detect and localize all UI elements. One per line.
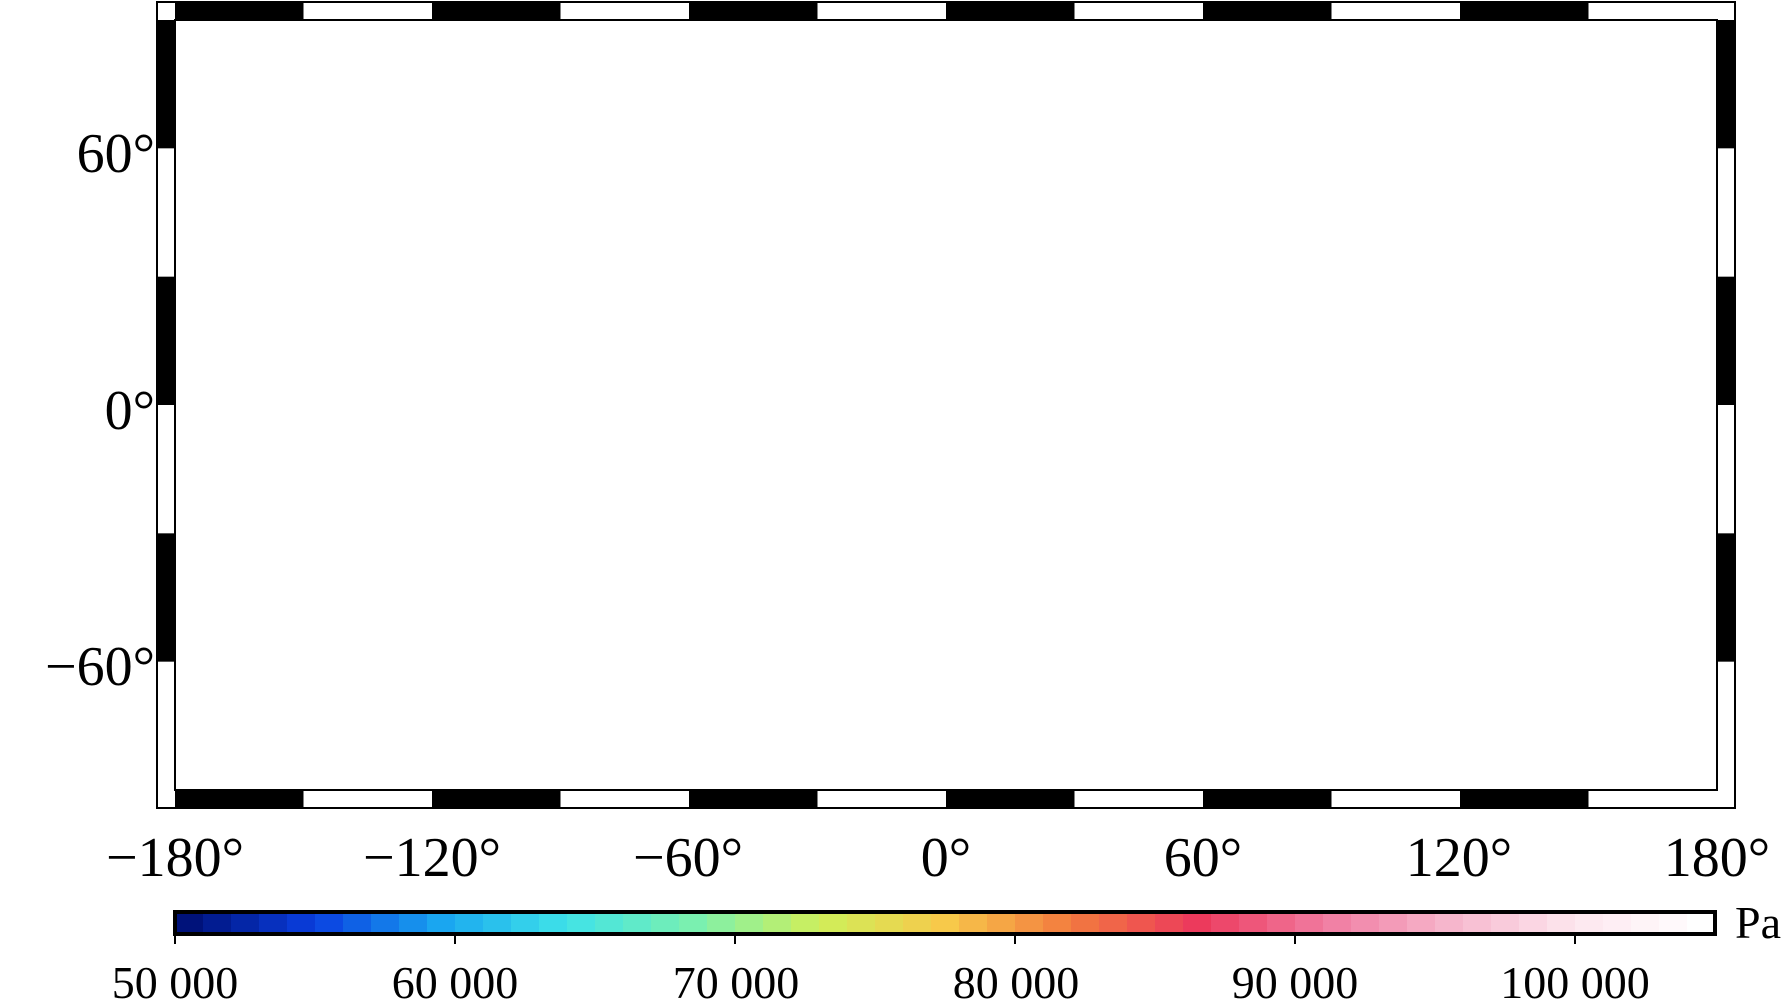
frame-segment xyxy=(1203,790,1332,808)
x-tick-label: 60° xyxy=(1163,827,1243,889)
colorbar-tick-label: 70 000 xyxy=(672,957,800,1008)
frame-segment xyxy=(946,2,1075,20)
colorbar-swatch xyxy=(175,912,204,934)
colorbar-swatch xyxy=(1463,912,1492,934)
colorbar-outline xyxy=(173,910,1717,936)
colorbar-swatch xyxy=(371,912,400,934)
colorbar-swatch xyxy=(1183,912,1212,934)
frame-segment xyxy=(175,790,304,808)
frame-segment xyxy=(1717,533,1735,662)
colorbar-swatch xyxy=(1043,912,1072,934)
x-tick-label: −60° xyxy=(633,827,743,889)
colorbar-swatch xyxy=(623,912,652,934)
colorbar-swatch xyxy=(1603,912,1632,934)
colorbar-swatch xyxy=(931,912,960,934)
y-tick-label: 0° xyxy=(104,380,155,442)
y-tick-label: −60° xyxy=(45,636,155,698)
x-tick-label: 120° xyxy=(1405,827,1513,889)
colorbar-swatch xyxy=(847,912,876,934)
colorbar-swatch xyxy=(1379,912,1408,934)
colorbar-swatch xyxy=(343,912,372,934)
frame-segment xyxy=(946,790,1075,808)
colorbar-swatch xyxy=(875,912,904,934)
colorbar-swatch xyxy=(903,912,932,934)
frame-segment xyxy=(689,790,818,808)
colorbar-swatch xyxy=(511,912,540,934)
colorbar-swatch xyxy=(427,912,456,934)
colorbar xyxy=(173,910,1717,944)
colorbar-swatch xyxy=(203,912,232,934)
colorbar-swatch xyxy=(819,912,848,934)
colorbar-swatch xyxy=(1099,912,1128,934)
colorbar-swatch xyxy=(1267,912,1296,934)
colorbar-tick-label: 100 000 xyxy=(1500,957,1650,1008)
colorbar-swatch xyxy=(1407,912,1436,934)
colorbar-swatch xyxy=(959,912,988,934)
frame-segment xyxy=(432,790,561,808)
colorbar-swatch xyxy=(1211,912,1240,934)
frame-outer xyxy=(156,1,1736,809)
colorbar-swatch xyxy=(1239,912,1268,934)
x-tick-label: 180° xyxy=(1663,827,1771,889)
frame-segment xyxy=(689,2,818,20)
frame-segment xyxy=(1460,2,1589,20)
colorbar-swatch xyxy=(1071,912,1100,934)
frame-segment xyxy=(432,2,561,20)
colorbar-tick-label: 90 000 xyxy=(1231,957,1359,1008)
colorbar-swatch xyxy=(455,912,484,934)
colorbar-swatch xyxy=(1575,912,1604,934)
x-tick-label: −180° xyxy=(106,827,244,889)
colorbar-swatch xyxy=(679,912,708,934)
colorbar-tick-label: 80 000 xyxy=(952,957,1080,1008)
colorbar-swatch xyxy=(735,912,764,934)
y-tick-label: 60° xyxy=(76,123,155,185)
x-tick-label: −120° xyxy=(363,827,501,889)
frame-segment xyxy=(157,276,175,405)
colorbar-tick-label: 50 000 xyxy=(111,957,239,1008)
colorbar-swatch xyxy=(1435,912,1464,934)
colorbar-swatch xyxy=(791,912,820,934)
colorbar-swatch xyxy=(1155,912,1184,934)
colorbar-swatch xyxy=(1295,912,1324,934)
map-frame xyxy=(156,1,1736,809)
colorbar-swatch xyxy=(1519,912,1548,934)
colorbar-swatch xyxy=(1323,912,1352,934)
colorbar-swatch xyxy=(1127,912,1156,934)
colorbar-swatch xyxy=(287,912,316,934)
colorbar-swatch xyxy=(567,912,596,934)
colorbar-swatch xyxy=(1015,912,1044,934)
colorbar-swatch xyxy=(231,912,260,934)
colorbar-swatch xyxy=(1631,912,1660,934)
frame-segment xyxy=(157,20,175,149)
frame-segment xyxy=(1717,276,1735,405)
colorbar-swatch xyxy=(483,912,512,934)
frame-segment xyxy=(157,533,175,662)
colorbar-swatch xyxy=(1351,912,1380,934)
colorbar-swatch xyxy=(1491,912,1520,934)
colorbar-swatch xyxy=(1687,912,1716,934)
frame-segment xyxy=(175,2,304,20)
colorbar-swatch xyxy=(707,912,736,934)
colorbar-swatch xyxy=(399,912,428,934)
colorbar-swatch xyxy=(763,912,792,934)
colorbar-swatch xyxy=(1659,912,1688,934)
x-tick-label: 0° xyxy=(920,827,972,889)
frame-segment xyxy=(1460,790,1589,808)
colorbar-swatch xyxy=(595,912,624,934)
frame-segment xyxy=(1717,20,1735,149)
colorbar-swatch xyxy=(1547,912,1576,934)
colorbar-tick-label: 60 000 xyxy=(391,957,519,1008)
colorbar-swatch xyxy=(315,912,344,934)
colorbar-swatch xyxy=(987,912,1016,934)
colorbar-unit-label: Pa xyxy=(1735,897,1781,948)
frame-segment xyxy=(1203,2,1332,20)
colorbar-swatch xyxy=(259,912,288,934)
colorbar-swatch xyxy=(651,912,680,934)
colorbar-swatch xyxy=(539,912,568,934)
